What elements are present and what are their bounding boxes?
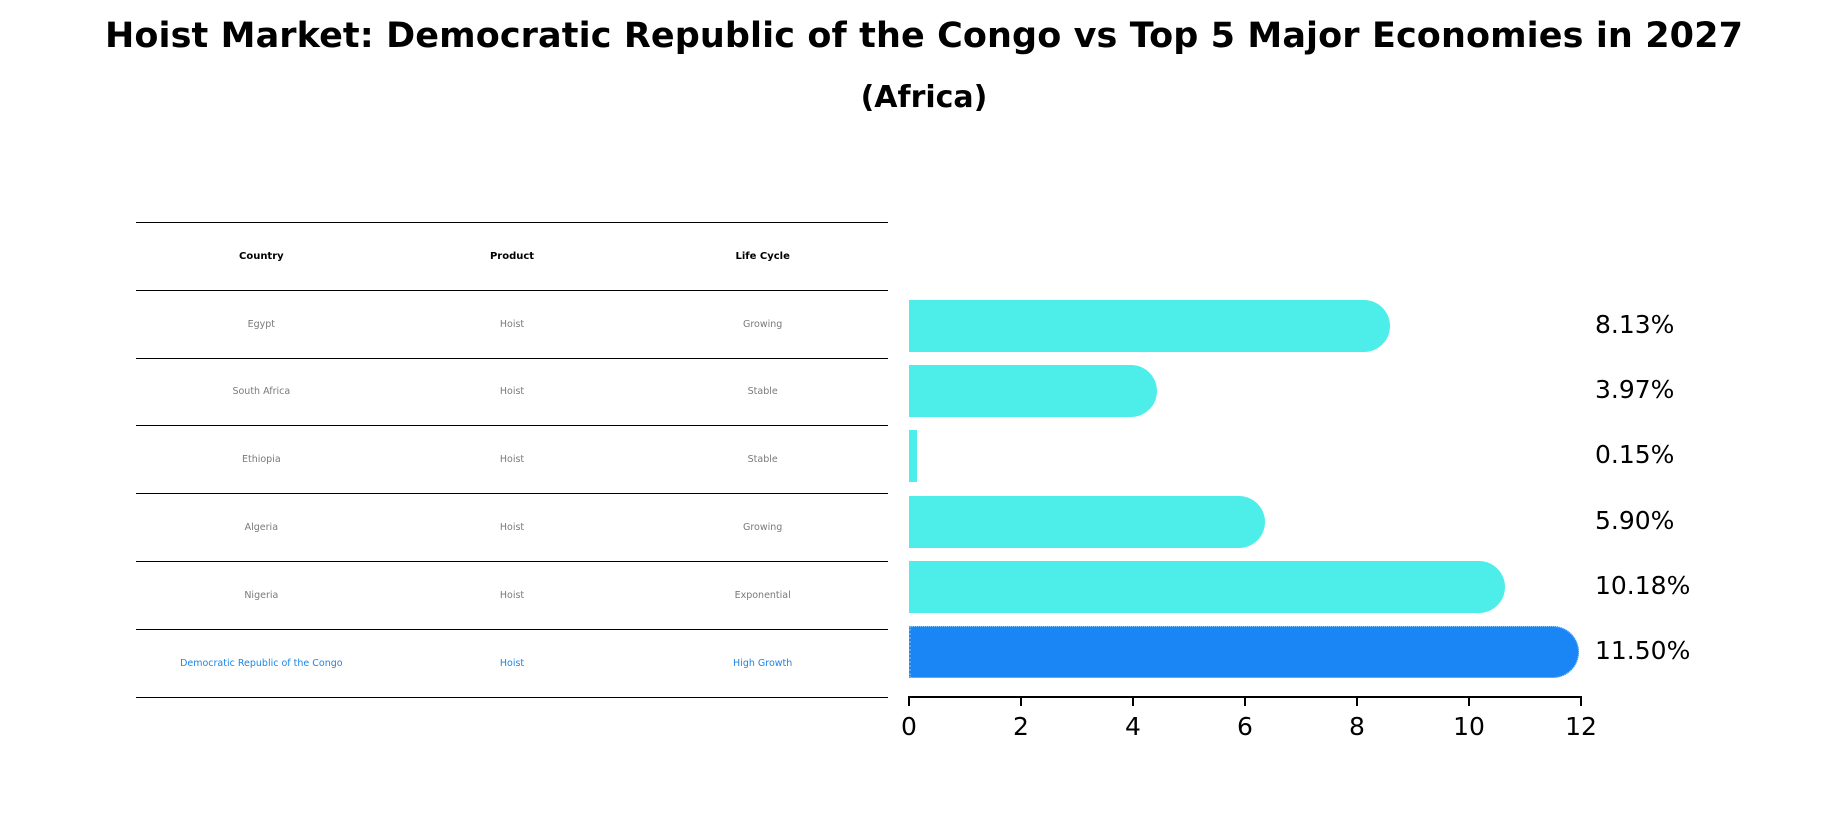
table-row: Ethiopia Hoist Stable	[136, 425, 888, 493]
cell-product: Hoist	[499, 589, 525, 601]
x-axis-tick-label: 2	[1013, 712, 1029, 741]
x-axis-tick-label: 4	[1125, 712, 1141, 741]
x-axis-tick	[1020, 696, 1022, 706]
cell-life-cycle: Stable	[747, 454, 778, 466]
x-axis-tick	[1468, 696, 1470, 706]
value-label: 11.50%	[1595, 636, 1691, 665]
table-row-highlighted: Democratic Republic of the Congo Hoist H…	[136, 628, 888, 698]
cell-country: Ethiopia	[241, 454, 281, 466]
cell-product: Hoist	[499, 522, 525, 534]
table-header-row: Country Product Life Cycle	[136, 222, 888, 290]
x-axis-tick	[1580, 696, 1582, 706]
cell-country: Nigeria	[244, 589, 279, 601]
bar	[909, 496, 1266, 548]
cell-country: South Africa	[232, 386, 291, 398]
value-label: 3.97%	[1595, 375, 1675, 404]
cell-life-cycle: Stable	[747, 386, 778, 398]
x-axis-tick-label: 10	[1453, 712, 1485, 741]
x-axis-tick	[908, 696, 910, 706]
column-header-product: Product	[489, 250, 535, 262]
chart-title: Hoist Market: Democratic Republic of the…	[104, 16, 1744, 56]
table-row: Nigeria Hoist Exponential	[136, 560, 888, 629]
x-axis-tick	[1356, 696, 1358, 706]
value-label: 5.90%	[1595, 506, 1675, 535]
x-axis-tick-label: 8	[1349, 712, 1365, 741]
value-label: 8.13%	[1595, 310, 1675, 339]
table-row: Egypt Hoist Growing	[136, 289, 888, 358]
data-table: Country Product Life Cycle Egypt Hoist G…	[136, 222, 888, 698]
cell-life-cycle: Exponential	[734, 589, 791, 601]
cell-life-cycle: Growing	[743, 318, 783, 330]
bar	[909, 365, 1158, 417]
bar	[909, 430, 918, 482]
cell-country: Algeria	[244, 522, 279, 534]
x-axis-tick	[1244, 696, 1246, 706]
cell-country: Democratic Republic of the Congo	[180, 657, 343, 669]
x-axis-tick-label: 12	[1565, 712, 1597, 741]
cell-product: Hoist	[499, 318, 525, 330]
cell-life-cycle: High Growth	[733, 657, 793, 669]
bar-highlighted	[909, 626, 1579, 678]
x-axis-tick-label: 0	[901, 712, 917, 741]
chart-subtitle: (Africa)	[860, 80, 988, 115]
cell-product: Hoist	[499, 386, 525, 398]
table-row: South Africa Hoist Stable	[136, 357, 888, 426]
cell-product: Hoist	[499, 657, 525, 669]
cell-product: Hoist	[499, 454, 525, 466]
cell-country: Egypt	[247, 318, 276, 330]
value-label: 0.15%	[1595, 440, 1675, 469]
x-axis-tick	[1132, 696, 1134, 706]
table-row: Algeria Hoist Growing	[136, 493, 888, 561]
value-label: 10.18%	[1595, 571, 1691, 600]
column-header-country: Country	[238, 250, 284, 262]
column-header-life-cycle: Life Cycle	[735, 250, 790, 262]
x-axis-tick-label: 6	[1237, 712, 1253, 741]
bar	[909, 561, 1506, 613]
bar	[909, 300, 1391, 352]
cell-life-cycle: Growing	[743, 522, 783, 534]
